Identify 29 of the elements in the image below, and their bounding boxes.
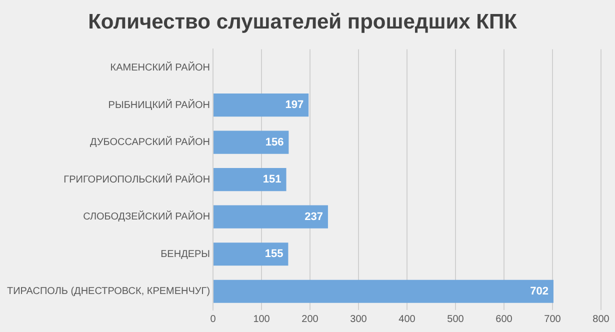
y-tick-label: ТИРАСПОЛЬ (ДНЕСТРОВСК, КРЕМЕНЧУГ) xyxy=(6,286,210,298)
y-tick-label: БЕНДЕРЫ xyxy=(160,248,210,260)
data-label: 237 xyxy=(304,210,323,223)
x-tick-label: 600 xyxy=(496,314,513,325)
data-label: 702 xyxy=(530,285,548,298)
x-tick-label: 200 xyxy=(302,314,319,325)
x-tick-label: 300 xyxy=(350,314,368,325)
bar xyxy=(214,130,289,154)
data-label: 155 xyxy=(264,248,284,260)
bar xyxy=(214,94,309,117)
bar xyxy=(214,242,288,266)
y-tick-label: ГРИГОРИОПОЛЬСКИЙ РАЙОН xyxy=(64,172,210,186)
x-tick-label: 400 xyxy=(398,314,416,325)
y-tick-label: РЫБНИЦКИЙ РАЙОН xyxy=(108,98,210,111)
y-tick-label: СЛОБОДЗЕЙСКИЙ РАЙОН xyxy=(83,210,210,223)
bar xyxy=(214,205,328,228)
x-tick-label: 700 xyxy=(544,314,562,325)
y-tick-label: ДУБОССАРСКИЙ РАЙОН xyxy=(90,135,210,148)
data-label: 151 xyxy=(262,174,282,186)
x-tick-label: 0 xyxy=(210,314,216,325)
data-label: 197 xyxy=(285,99,304,112)
x-tick-label: 800 xyxy=(592,314,610,325)
bar xyxy=(214,280,554,303)
x-tick-label: 100 xyxy=(253,314,270,325)
chart-title: Количество слушателей прошедших КПК xyxy=(88,10,518,34)
data-label: 156 xyxy=(265,136,284,148)
bar xyxy=(214,168,286,192)
y-tick-label: КАМЕНСКИЙ РАЙОН xyxy=(110,60,210,74)
x-tick-label: 500 xyxy=(447,314,464,325)
